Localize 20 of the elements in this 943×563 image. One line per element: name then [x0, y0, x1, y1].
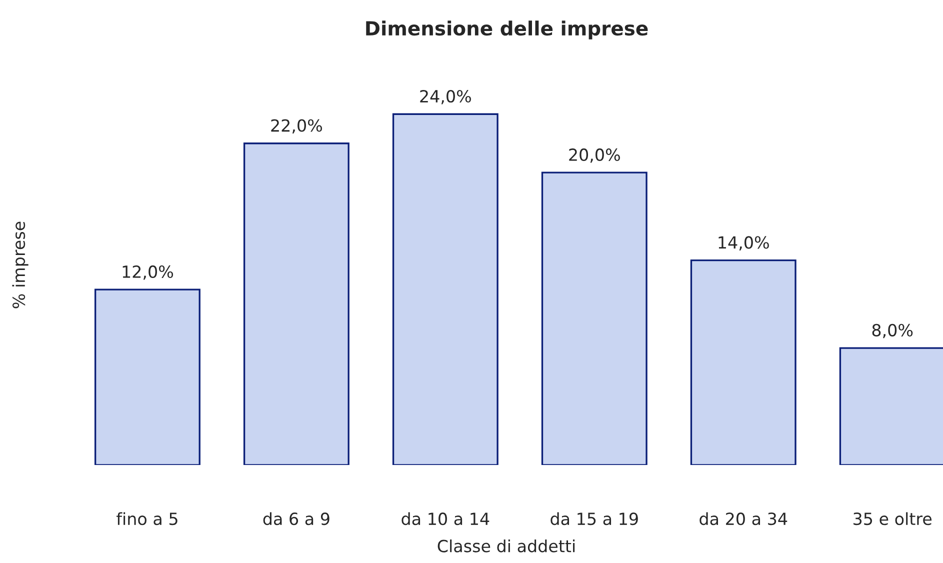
y-axis-title: % imprese [12, 222, 28, 308]
data-label: 20,0% [569, 148, 620, 163]
x-tick-label: da 15 a 19 [550, 512, 638, 526]
data-label: 12,0% [122, 265, 174, 280]
bar [690, 259, 796, 465]
x-axis-title: Classe di addetti [438, 539, 575, 552]
data-label: 24,0% [420, 90, 471, 104]
bar [392, 113, 498, 465]
bar [541, 172, 648, 465]
x-tick-label: da 6 a 9 [263, 512, 330, 526]
bar [94, 288, 200, 465]
chart-title: Dimensione delle imprese [366, 20, 648, 40]
data-label: 8,0% [872, 324, 913, 338]
x-tick-label: 35 e oltre [854, 512, 932, 526]
data-label: 14,0% [718, 236, 769, 250]
data-label: 22,0% [271, 119, 322, 134]
x-tick-label: da 10 a 14 [402, 512, 490, 526]
x-tick-label: fino a 5 [116, 512, 178, 526]
x-tick-label: da 20 a 34 [700, 512, 788, 526]
bar [243, 142, 350, 465]
